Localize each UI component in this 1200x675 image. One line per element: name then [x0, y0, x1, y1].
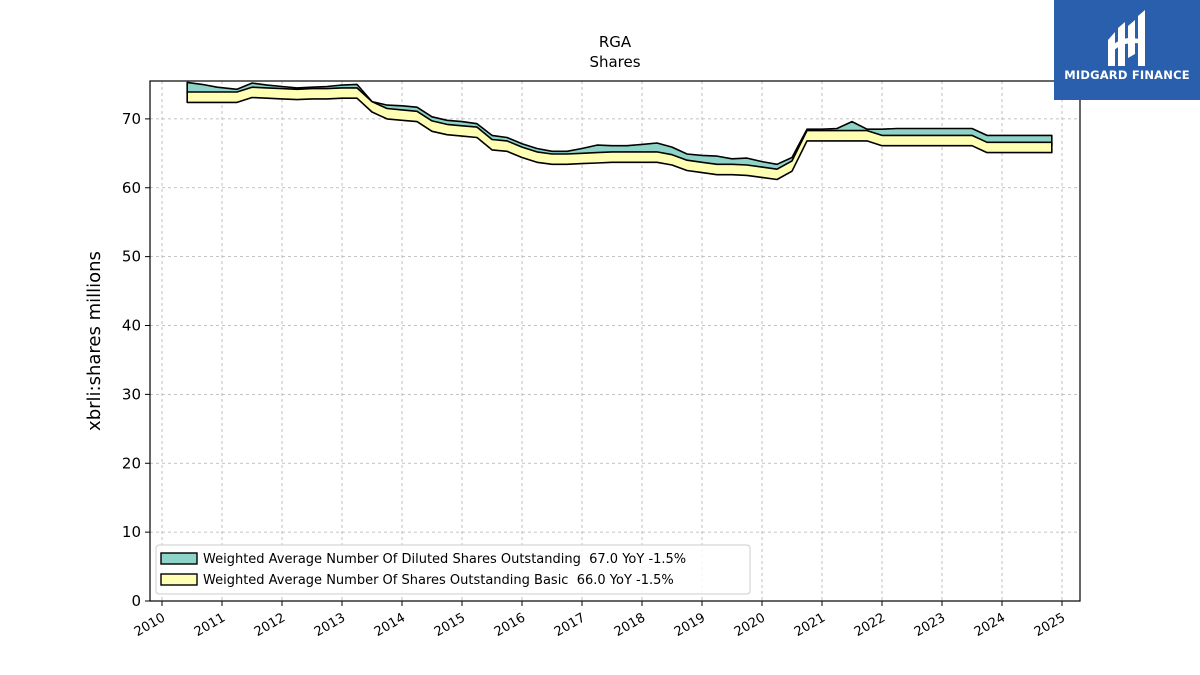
legend-label-1: Weighted Average Number Of Diluted Share… — [203, 552, 686, 567]
y-axis-label: xbrli:shares millions — [84, 251, 105, 431]
plot-frame — [149, 80, 1081, 602]
y-tick-label: 40 — [122, 317, 141, 335]
chart-title: RGA — [599, 33, 632, 51]
x-tick-label: 2010 — [132, 610, 168, 640]
brand-logo-text: MIDGARD FINANCE — [1064, 68, 1190, 82]
chart-subtitle: Shares — [589, 53, 640, 71]
x-tick-label: 2015 — [432, 610, 468, 640]
legend-swatch-1 — [160, 552, 198, 565]
x-tick-label: 2012 — [252, 610, 288, 640]
x-tick-label: 2023 — [912, 610, 948, 640]
legend-label-2: Weighted Average Number Of Shares Outsta… — [203, 573, 674, 588]
brand-logo-mark-icon — [1108, 10, 1145, 66]
legend-swatch-2 — [160, 573, 198, 586]
legend: Weighted Average Number Of Diluted Share… — [155, 544, 751, 595]
y-tick-label: 0 — [131, 592, 141, 610]
series-layer — [186, 81, 1053, 181]
x-tick-label: 2025 — [1032, 610, 1068, 640]
y-tick-label: 30 — [122, 385, 141, 403]
y-tick-label: 60 — [122, 179, 141, 197]
x-tick-label: 2016 — [492, 610, 528, 640]
x-tick-label: 2020 — [732, 610, 768, 640]
series-band-2 — [186, 86, 1053, 181]
x-tick-label: 2022 — [852, 610, 888, 640]
x-tick-label: 2024 — [972, 610, 1008, 640]
x-tick-label: 2021 — [792, 610, 828, 640]
x-tick-label: 2013 — [312, 610, 348, 640]
x-tick-label: 2017 — [552, 610, 588, 640]
y-tick-label: 10 — [122, 523, 141, 541]
x-tick-label: 2019 — [672, 610, 708, 640]
x-tick-label: 2018 — [612, 610, 648, 640]
legend-box — [155, 544, 751, 595]
y-tick-label: 50 — [122, 248, 141, 266]
y-tick-label: 20 — [122, 454, 141, 472]
x-tick-label: 2011 — [192, 610, 228, 640]
x-tick-label: 2014 — [372, 610, 408, 640]
y-tick-label: 70 — [122, 110, 141, 128]
brand-logo: MIDGARD FINANCE — [1054, 0, 1200, 100]
